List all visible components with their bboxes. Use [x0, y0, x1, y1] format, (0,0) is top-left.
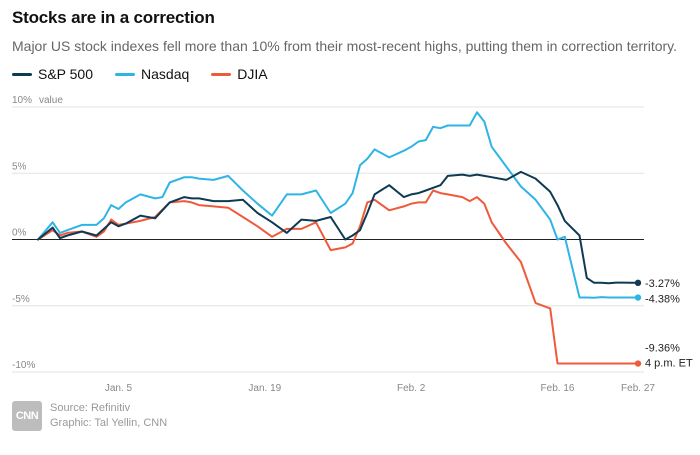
legend-swatch-djia: [211, 72, 232, 76]
cnn-logo: CNN: [12, 401, 42, 431]
end-label-nasdaq: -4.38%: [645, 294, 680, 306]
y-axis-label: value: [39, 95, 63, 106]
legend-label-sp500: S&P 500: [38, 66, 94, 82]
graphic-credit: Graphic: Tal Yellin, CNN: [50, 417, 168, 429]
chart-subtitle: Major US stock indexes fell more than 10…: [12, 38, 678, 54]
x-tick-label: Feb. 16: [541, 383, 575, 394]
end-label-djia: -9.36%: [645, 343, 680, 355]
legend-item-nasdaq: Nasdaq: [115, 66, 189, 82]
chart-title: Stocks are in a correction: [12, 8, 215, 27]
legend-swatch-sp500: [12, 72, 32, 76]
end-point-djia: [634, 360, 642, 367]
legend-swatch-nasdaq: [115, 72, 136, 76]
source-credit: Source: Refinitiv: [50, 402, 131, 414]
x-tick-label: Feb. 2: [397, 383, 426, 394]
y-tick-label: -10%: [12, 360, 35, 371]
legend-label-nasdaq: Nasdaq: [141, 66, 190, 82]
y-tick-label: 0%: [12, 228, 27, 239]
legend-label-djia: DJIA: [237, 66, 268, 82]
legend: S&P 500 Nasdaq DJIA: [12, 66, 268, 82]
end-label-sp500: -3.27%: [645, 278, 680, 290]
series-line-sp500: [37, 170, 639, 285]
y-tick-label: -5%: [12, 294, 30, 305]
credits: Source: Refinitiv Graphic: Tal Yellin, C…: [50, 401, 167, 431]
y-tick-label: 10%: [12, 95, 32, 106]
x-tick-label: Feb. 27: [621, 383, 655, 394]
end-label-djia-time: 4 p.m. ET: [645, 358, 693, 370]
end-point-nasdaq: [634, 294, 642, 301]
footer: CNN Source: Refinitiv Graphic: Tal Yelli…: [12, 401, 167, 431]
legend-item-sp500: S&P 500: [12, 66, 93, 82]
x-tick-label: Jan. 5: [105, 383, 133, 394]
legend-item-djia: DJIA: [211, 66, 268, 82]
end-point-sp500: [634, 279, 642, 287]
series-line-nasdaq: [37, 111, 639, 299]
x-tick-label: Jan. 19: [248, 383, 281, 394]
y-tick-label: 5%: [12, 161, 27, 172]
